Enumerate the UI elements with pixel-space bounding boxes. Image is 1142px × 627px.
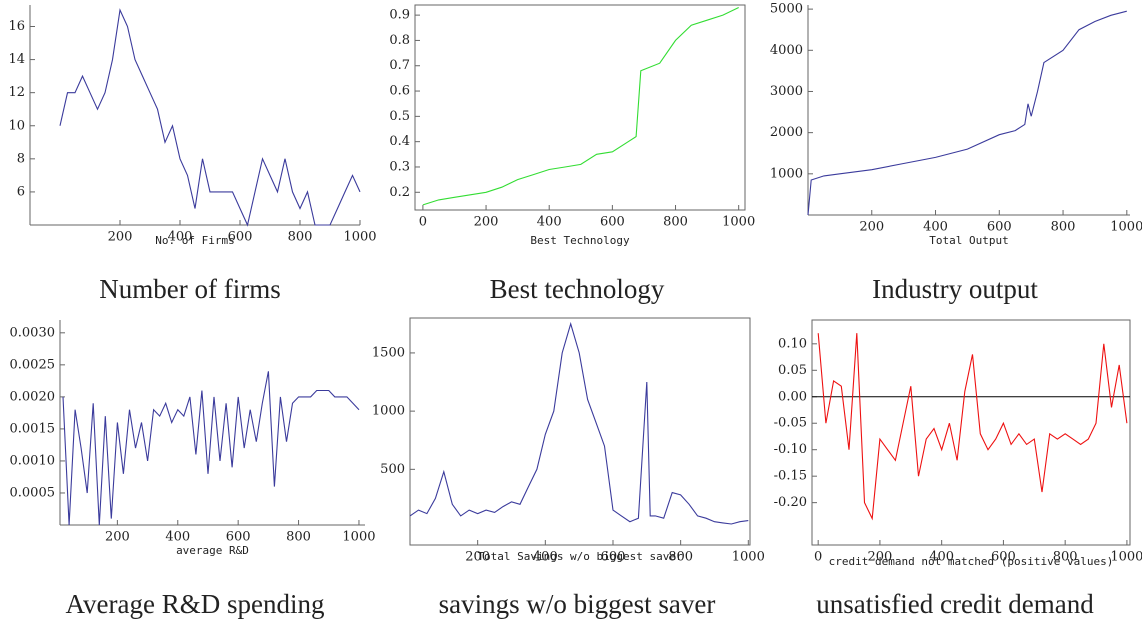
x-axis-label: Total Savings w/o biggest saver bbox=[477, 550, 683, 563]
x-tick-label: 200 bbox=[465, 550, 490, 565]
x-tick-label: 400 bbox=[929, 550, 954, 565]
y-tick-label: -0.05 bbox=[774, 416, 807, 431]
y-tick-label: 1000 bbox=[770, 166, 803, 181]
y-tick-label: 0.05 bbox=[778, 363, 807, 378]
x-tick-label: 0 bbox=[814, 550, 822, 565]
x-axis-label: credit demand not matched (positive valu… bbox=[829, 555, 1114, 568]
data-line bbox=[422, 7, 739, 206]
x-tick-label: 400 bbox=[533, 550, 558, 565]
y-tick-label: 0.0015 bbox=[10, 421, 56, 436]
y-tick-label: 500 bbox=[380, 462, 405, 477]
x-tick-label: 400 bbox=[165, 530, 190, 545]
y-tick-label: 0.0005 bbox=[10, 485, 56, 500]
x-tick-label: 200 bbox=[108, 230, 133, 245]
y-tick-label: 0.0025 bbox=[10, 357, 56, 372]
x-tick-label: 600 bbox=[987, 220, 1012, 235]
y-tick-label: 0.2 bbox=[389, 185, 410, 200]
y-tick-label: 0.9 bbox=[389, 8, 410, 23]
y-tick-label: 14 bbox=[8, 52, 25, 67]
x-tick-label: 800 bbox=[1051, 220, 1076, 235]
data-line bbox=[59, 8, 361, 227]
y-tick-label: 8 bbox=[17, 151, 25, 166]
y-tick-label: 0.3 bbox=[389, 159, 410, 174]
caption: Industry output bbox=[872, 274, 1038, 304]
x-tick-label: 1000 bbox=[1110, 550, 1142, 565]
data-line bbox=[62, 371, 360, 526]
y-tick-label: 0.00 bbox=[778, 389, 807, 404]
x-tick-label: 800 bbox=[288, 230, 313, 245]
y-tick-label: 0.4 bbox=[389, 134, 410, 149]
y-tick-label: 0.8 bbox=[389, 33, 410, 48]
y-tick-label: 0.10 bbox=[778, 336, 807, 351]
x-tick-label: 400 bbox=[923, 220, 948, 235]
data-line bbox=[817, 333, 1128, 521]
x-tick-label: 600 bbox=[228, 230, 253, 245]
x-tick-label: 400 bbox=[168, 230, 193, 245]
plot-frame bbox=[409, 317, 751, 546]
y-tick-label: 1000 bbox=[372, 404, 405, 419]
x-tick-label: 400 bbox=[537, 215, 562, 230]
caption: Best technology bbox=[490, 274, 665, 304]
x-tick-label: 800 bbox=[668, 550, 693, 565]
data-line bbox=[409, 321, 749, 525]
y-tick-label: -0.20 bbox=[774, 495, 807, 510]
y-tick-label: 2000 bbox=[770, 125, 803, 140]
y-tick-label: -0.15 bbox=[774, 469, 807, 484]
x-tick-label: 1000 bbox=[343, 230, 376, 245]
caption: unsatisfied credit demand bbox=[816, 589, 1094, 619]
x-tick-label: 600 bbox=[601, 550, 626, 565]
y-tick-label: 0.0020 bbox=[10, 389, 56, 404]
y-tick-label: 12 bbox=[8, 85, 25, 100]
x-tick-label: 600 bbox=[600, 215, 625, 230]
y-tick-label: 0.0010 bbox=[10, 453, 56, 468]
x-tick-label: 0 bbox=[419, 215, 427, 230]
x-tick-label: 200 bbox=[105, 530, 130, 545]
caption: Average R&D spending bbox=[66, 589, 325, 619]
x-tick-label: 800 bbox=[286, 530, 311, 545]
x-tick-label: 800 bbox=[663, 215, 688, 230]
y-tick-label: 10 bbox=[8, 118, 25, 133]
y-tick-label: 0.6 bbox=[389, 84, 410, 99]
y-tick-label: 5000 bbox=[770, 2, 803, 17]
caption: savings w/o biggest saver bbox=[439, 589, 716, 619]
x-tick-label: 1000 bbox=[342, 530, 375, 545]
y-tick-label: 16 bbox=[8, 19, 25, 34]
x-tick-label: 1000 bbox=[732, 550, 765, 565]
x-axis-label: No. of Firms bbox=[155, 234, 234, 247]
x-axis-label: average R&D bbox=[176, 544, 249, 557]
caption: Number of firms bbox=[99, 274, 280, 304]
x-tick-label: 800 bbox=[1053, 550, 1078, 565]
x-axis-label: Total Output bbox=[929, 234, 1008, 247]
x-tick-label: 1000 bbox=[722, 215, 755, 230]
y-tick-label: 3000 bbox=[770, 84, 803, 99]
y-tick-label: -0.10 bbox=[774, 442, 807, 457]
plot-frame bbox=[811, 319, 1131, 546]
x-tick-label: 200 bbox=[474, 215, 499, 230]
x-axis-label: Best Technology bbox=[530, 234, 630, 247]
y-tick-label: 1500 bbox=[372, 345, 405, 360]
y-tick-label: 0.7 bbox=[389, 58, 410, 73]
y-tick-label: 4000 bbox=[770, 43, 803, 58]
x-tick-label: 1000 bbox=[1110, 220, 1142, 235]
y-tick-label: 0.0030 bbox=[10, 325, 56, 340]
data-line bbox=[807, 10, 1127, 216]
plot-frame bbox=[414, 4, 746, 211]
x-tick-label: 200 bbox=[868, 550, 893, 565]
y-tick-label: 0.5 bbox=[389, 109, 410, 124]
x-tick-label: 200 bbox=[859, 220, 884, 235]
x-tick-label: 600 bbox=[226, 530, 251, 545]
x-tick-label: 600 bbox=[991, 550, 1016, 565]
y-tick-label: 6 bbox=[17, 184, 25, 199]
